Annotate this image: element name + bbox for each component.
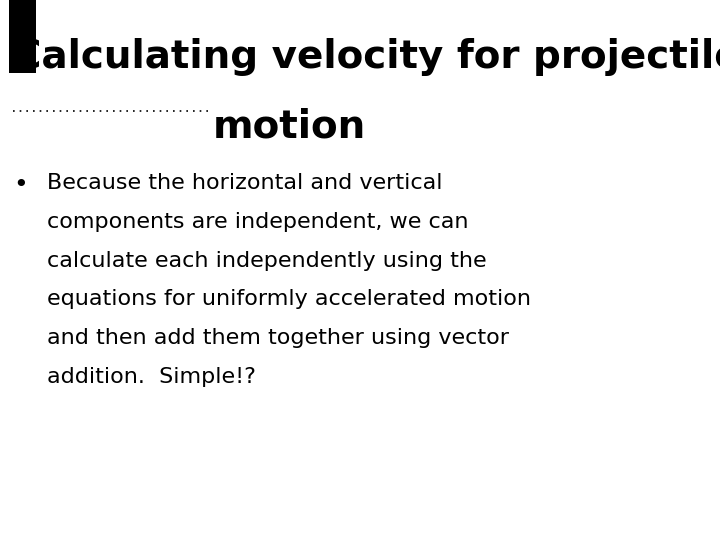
Text: calculate each independently using the: calculate each independently using the — [47, 251, 487, 271]
FancyBboxPatch shape — [9, 0, 36, 73]
Text: Calculating velocity for projectile: Calculating velocity for projectile — [13, 38, 720, 76]
Text: motion: motion — [212, 108, 366, 146]
Text: addition.  Simple!?: addition. Simple!? — [47, 367, 256, 387]
Text: Because the horizontal and vertical: Because the horizontal and vertical — [47, 173, 442, 193]
Text: equations for uniformly accelerated motion: equations for uniformly accelerated moti… — [47, 289, 531, 309]
Text: •: • — [13, 173, 27, 197]
Text: components are independent, we can: components are independent, we can — [47, 212, 468, 232]
Text: and then add them together using vector: and then add them together using vector — [47, 328, 509, 348]
